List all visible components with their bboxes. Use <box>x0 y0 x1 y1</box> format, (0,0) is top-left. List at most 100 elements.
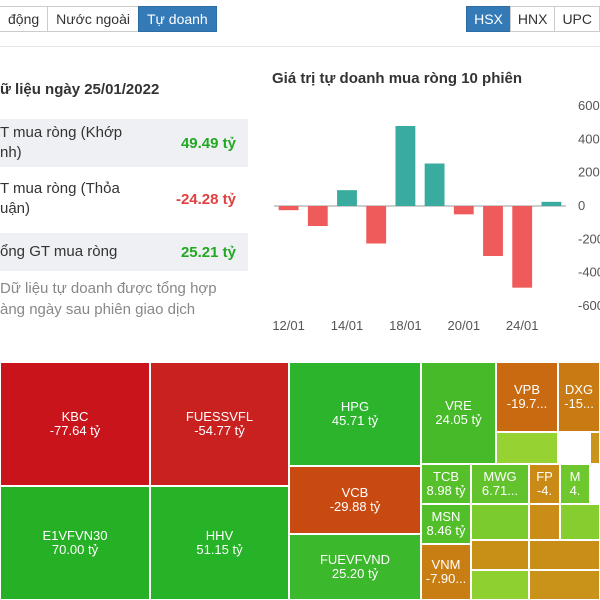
treemap-cell[interactable] <box>560 504 600 540</box>
ticker-label: M <box>569 469 581 484</box>
header-divider <box>0 46 600 47</box>
treemap-cell-e1vfvn30[interactable]: E1VFVN30 70.00 tỷ <box>0 486 150 600</box>
ticker-label: FUEVFVND <box>319 552 391 567</box>
ticker-label: E1VFVN30 <box>42 528 108 543</box>
summary-row-label: T mua ròng (Thỏa uận) <box>0 180 120 217</box>
x-tick-label: 20/01 <box>448 318 481 333</box>
ticker-label: MSN <box>431 509 461 524</box>
summary-row-label: T mua ròng (Khớp nh) <box>0 124 123 161</box>
y-tick-label: 200 <box>578 165 600 180</box>
treemap-cell-fuessvfl[interactable]: FUESSVFL -54.77 tỷ <box>150 362 289 486</box>
treemap-cell[interactable] <box>529 540 600 570</box>
ticker-label: HPG <box>340 399 370 414</box>
y-tick-label: -400 <box>578 265 600 280</box>
treemap-cell-kbc[interactable]: KBC -77.64 tỷ <box>0 362 150 486</box>
treemap-cell[interactable] <box>529 570 600 600</box>
treemap-cell[interactable] <box>471 540 529 570</box>
treemap-cell-fp[interactable]: FP -4. <box>529 464 560 504</box>
tab-hnx[interactable]: HNX <box>509 6 556 32</box>
bar-19/01 <box>424 163 445 206</box>
treemap-cell-vcb[interactable]: VCB -29.88 tỷ <box>289 466 421 534</box>
ticker-label: FP <box>536 469 553 484</box>
treemap-cell-fuevfvnd[interactable]: FUEVFVND 25.20 tỷ <box>289 534 421 600</box>
exchange-tabs: HSX HNX UPC <box>466 6 600 32</box>
summary-row-tong: ổng GT mua ròng 25.21 tỷ <box>0 233 248 271</box>
treemap-cell-vre[interactable]: VRE 24.05 tỷ <box>421 362 496 464</box>
treemap-cell-dxg[interactable]: DXG -15... <box>558 362 600 432</box>
y-tick-label: 0 <box>578 198 585 213</box>
summary-panel: ữ liệu ngày 25/01/2022 T mua ròng (Khớp … <box>0 47 250 347</box>
summary-row-value: 49.49 tỷ <box>180 134 236 152</box>
y-tick-label: 600 <box>578 98 600 113</box>
x-tick-label: 18/01 <box>389 318 422 333</box>
treemap-cell-m[interactable]: M 4. <box>560 464 590 504</box>
summary-row-khop-lenh: T mua ròng (Khớp nh) 49.49 tỷ <box>0 119 248 167</box>
treemap: KBC -77.64 tỷ FUESSVFL -54.77 tỷ E1VFVN30 70.… <box>0 362 600 600</box>
summary-row-value: -24.28 tỷ <box>175 190 236 208</box>
ticker-label: VCB <box>341 485 369 500</box>
treemap-cell[interactable] <box>529 504 560 540</box>
tab-upc[interactable]: UPC <box>554 6 600 32</box>
y-tick-label: -200 <box>578 231 600 246</box>
bar-24/01 <box>512 206 533 288</box>
treemap-cell-hhv[interactable]: HHV 51.15 tỷ <box>150 486 289 600</box>
net-value-label: -29.88 tỷ <box>329 499 381 514</box>
net-value-label: -15... <box>564 396 594 411</box>
treemap-cell[interactable] <box>590 432 600 464</box>
treemap-cell[interactable] <box>471 504 529 540</box>
treemap-cell-tcb[interactable]: TCB 8.98 tỷ <box>421 464 471 504</box>
net-value-label: -4. <box>536 483 553 498</box>
net-value-label: 51.15 tỷ <box>196 542 243 557</box>
bar-14/01 <box>337 190 357 206</box>
summary-note: Dữ liệu tự doanh được tổng hợp àng ngày … <box>0 280 217 318</box>
tab-nuoc-ngoai[interactable]: Nước ngoài <box>47 6 139 32</box>
ticker-label: MWG <box>483 469 517 484</box>
treemap-cell[interactable] <box>471 570 529 600</box>
ticker-label: KBC <box>61 409 89 424</box>
bar-21/01 <box>483 206 503 256</box>
net-value-label: 8.46 tỷ <box>426 523 466 538</box>
ticker-label: VNM <box>431 557 461 572</box>
ticker-label: DXG <box>564 382 594 397</box>
x-tick-label: 14/01 <box>331 318 364 333</box>
net-value-label: 45.71 tỷ <box>331 413 379 428</box>
tab-hsx[interactable]: HSX <box>466 6 511 32</box>
summary-row-label: ổng GT mua ròng <box>0 243 118 260</box>
treemap-cell-msn[interactable]: MSN 8.46 tỷ <box>421 504 471 544</box>
view-tabs: động Nước ngoài Tự doanh <box>0 6 217 32</box>
bar-18/01 <box>395 126 416 206</box>
ticker-label: VPB <box>513 382 540 397</box>
bar-20/01 <box>453 206 474 215</box>
ticker-label: TCB <box>433 469 459 484</box>
tab-dong[interactable]: động <box>0 6 49 32</box>
net-value-label: -7.90... <box>425 571 467 586</box>
ticker-label: HHV <box>205 528 234 543</box>
data-date: ữ liệu ngày 25/01/2022 <box>0 81 160 98</box>
net-value-label: 70.00 tỷ <box>51 542 99 557</box>
bar-12/01 <box>278 206 299 211</box>
y-tick-label: 400 <box>578 131 600 146</box>
treemap-cell-hpg[interactable]: HPG 45.71 tỷ <box>289 362 421 466</box>
treemap-cell[interactable] <box>496 432 558 464</box>
x-tick-label: 24/01 <box>506 318 539 333</box>
net-buy-chart: 600 400 200 0 -200 -400 -600 12/01 14/01 18/01 20/… <box>272 98 600 333</box>
bar-25/01 <box>541 201 562 206</box>
net-value-label: -19.7... <box>506 396 548 411</box>
ticker-label: VRE <box>445 398 472 413</box>
treemap-cell-mwg[interactable]: MWG 6.71... <box>471 464 529 504</box>
bar-17/01 <box>366 206 387 244</box>
net-value-label: 24.05 tỷ <box>435 412 482 427</box>
net-value-label: 25.20 tỷ <box>331 566 379 581</box>
tab-tu-doanh[interactable]: Tự doanh <box>137 6 217 32</box>
summary-row-value: 25.21 tỷ <box>180 243 236 261</box>
chart-title: Giá trị tự doanh mua ròng 10 phiên <box>272 70 523 87</box>
treemap-cell-vpb[interactable]: VPB -19.7... <box>496 362 558 432</box>
summary-row-thoa-thuan: T mua ròng (Thỏa uận) -24.28 tỷ <box>0 167 248 231</box>
treemap-cell-vnm[interactable]: VNM -7.90... <box>421 544 471 600</box>
bar-13/01 <box>307 206 328 226</box>
net-value-label: 6.71... <box>481 483 519 498</box>
net-value-label: 8.98 tỷ <box>426 483 466 498</box>
net-value-label: 4. <box>569 483 581 498</box>
x-tick-label: 12/01 <box>272 318 305 333</box>
net-value-label: -77.64 tỷ <box>49 423 101 438</box>
